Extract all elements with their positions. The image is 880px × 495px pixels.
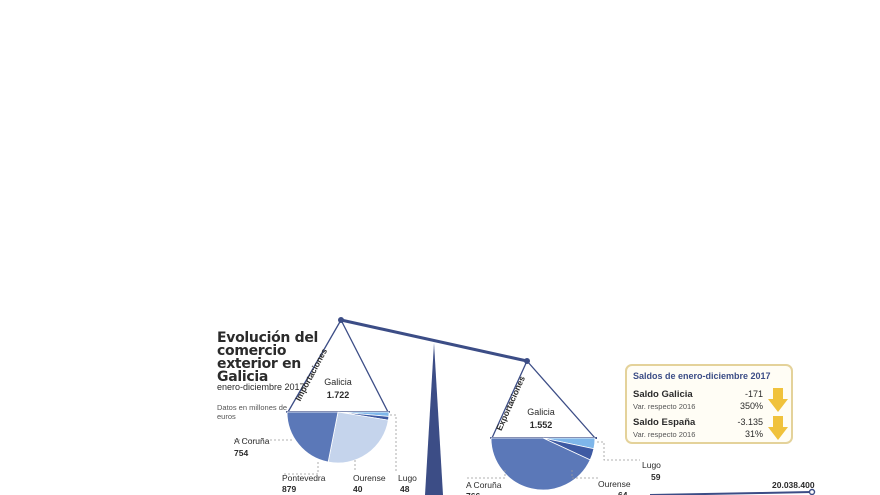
right-string-b [526,360,596,439]
imp-ourense-label: Ourense [353,473,386,483]
exp-a-coruna-label: A Coruña [466,480,502,490]
saldo-espana-var-label: Var. respecto 2016 [633,430,696,439]
scale-pillar [425,343,443,495]
left-string-a [287,319,342,413]
pie-slice-a-coru-a [490,437,591,491]
chart-subtitle: enero-diciembre 2017 [217,382,305,392]
saldo-espana-name: Saldo España [633,417,696,428]
saldo-espana-var-value: 31% [744,429,763,439]
leader-ourense-exp [571,470,598,479]
saldo-galicia-var-label: Var. respecto 2016 [633,402,696,411]
series-end-marker [808,488,816,495]
leader-lugo-exp [597,441,640,461]
series-line [649,491,813,495]
saldo-galicia-value: -171 [744,389,763,399]
importaciones-pie [286,411,390,464]
importaciones-total: 1.722 [326,390,350,400]
right-string-a [491,360,528,439]
series-end-value: 20.038.400 [772,480,815,490]
saldo-galicia-var-value: 350% [739,401,763,411]
imp-pontevedra-value: 879 [282,484,297,494]
pie-slice-pontevedra [327,411,389,464]
leader-lines [233,414,640,479]
exp-lugo-value: 59 [651,472,661,482]
pie-slice-a-coru-a [286,411,339,463]
imp-lugo-value: 48 [400,484,410,494]
saldos-panel: Saldos de enero-diciembre 2017 Saldo Gal… [625,364,793,444]
chart-title: Evolución del comercio exterior en Galic… [217,330,319,385]
imp-ourense-value: 40 [353,484,363,494]
imp-a-coruna-value: 754 [234,448,249,458]
saldo-galicia-name: Saldo Galicia [633,389,693,400]
exp-ourense-value: 64 [618,490,628,495]
imp-pontevedra-label: Pontevedra [282,473,326,483]
exp-a-coruna-value: 766 [466,491,480,495]
leader-a-coruna-exp [466,470,506,479]
exp-lugo-label: Lugo [642,460,661,470]
exportaciones-total: 1.552 [529,420,553,430]
down-arrow-icon [768,388,788,412]
left-string-b [340,319,389,413]
exportaciones-pan-title: Galicia [527,407,555,417]
scale-beam [340,318,528,363]
saldos-title: Saldos de enero-diciembre 2017 [633,371,771,381]
importaciones-pan-title: Galicia [324,377,352,387]
down-arrow-icon [768,416,788,440]
imp-a-coruna-label: A Coruña [234,436,270,446]
imp-lugo-label: Lugo [398,473,417,483]
saldo-espana-value: -3.135 [737,417,763,427]
leader-pontevedra-imp [282,462,319,475]
exp-ourense-label: Ourense [598,479,631,489]
leader-lugo-imp [390,414,397,472]
exportaciones-pie [490,437,596,491]
units-note: Datos en millones de euros [217,403,288,421]
